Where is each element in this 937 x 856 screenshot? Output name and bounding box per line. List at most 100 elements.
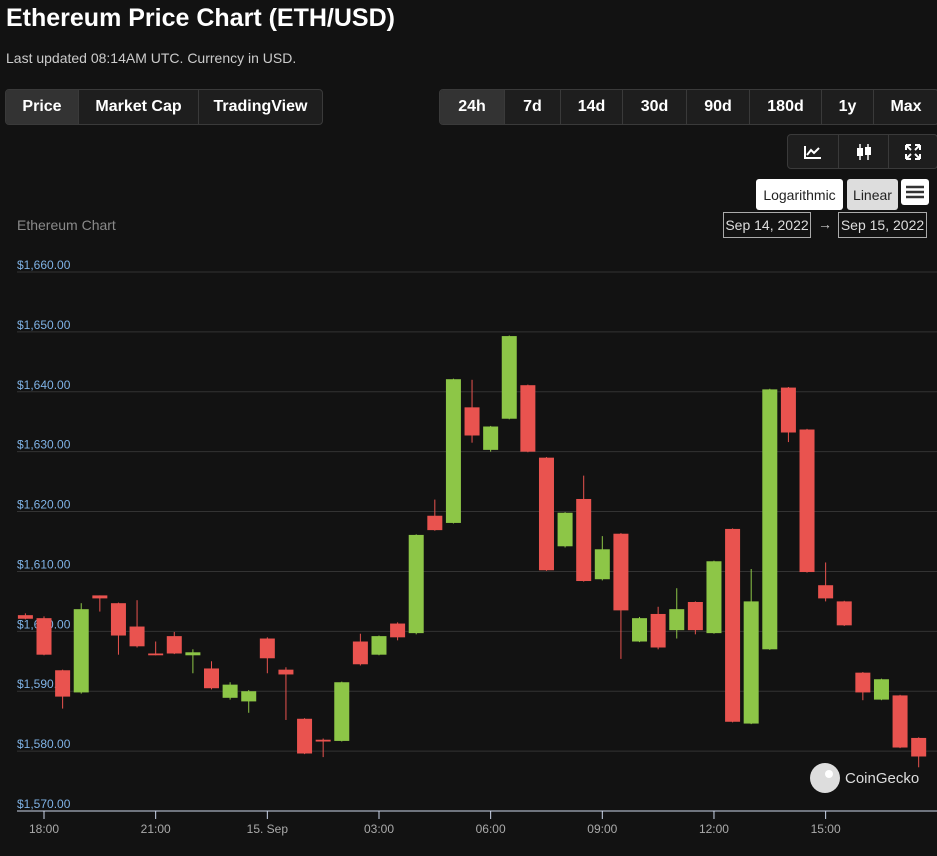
menu-button[interactable] (901, 179, 929, 205)
tab[interactable]: Price (6, 90, 78, 124)
candle-body (241, 691, 257, 702)
candle (129, 600, 145, 648)
candle-body (166, 636, 182, 654)
candle (278, 667, 294, 720)
candle-body (73, 609, 89, 693)
page-title: Ethereum Price Chart (ETH/USD) (6, 4, 395, 32)
range-button[interactable]: 90d (686, 90, 749, 124)
candle-body (557, 512, 573, 547)
candle (445, 378, 461, 524)
y-tick-label: $1,610.00 (17, 557, 71, 571)
candle (315, 738, 331, 758)
candle-body (55, 670, 71, 697)
candle-icon (856, 143, 871, 160)
candle-body (464, 407, 480, 436)
candle-body (576, 498, 592, 582)
range-button[interactable]: 180d (749, 90, 821, 124)
candle (73, 603, 89, 694)
candle (557, 512, 573, 548)
candle-body (706, 561, 722, 634)
candle-body (390, 623, 406, 638)
candle (334, 681, 350, 742)
candle (427, 499, 443, 531)
date-from[interactable]: Sep 14, 2022 (723, 212, 811, 238)
candle-body (352, 641, 368, 665)
candle-body (669, 609, 685, 631)
candle (166, 631, 182, 655)
candle-body (204, 668, 219, 689)
fullscreen-button[interactable] (888, 135, 937, 168)
candle (204, 661, 219, 690)
candle-chart-button[interactable] (838, 135, 888, 168)
range-button[interactable]: Max (873, 90, 937, 124)
menu-icon (906, 185, 924, 199)
range-button[interactable]: 30d (622, 90, 686, 124)
candle (390, 622, 406, 641)
candle (613, 533, 629, 659)
range-button[interactable]: 24h (440, 90, 504, 124)
x-tick-label: 12:00 (699, 822, 729, 836)
candle-body (892, 695, 908, 748)
candle-body (36, 618, 52, 655)
candle-body (92, 595, 108, 599)
candle (743, 569, 759, 725)
candle (594, 536, 610, 581)
subtitle: Last updated 08:14AM UTC. Currency in US… (6, 50, 297, 66)
candle (892, 694, 908, 749)
y-tick-label: $1,620.00 (17, 498, 71, 512)
candle (55, 669, 71, 709)
x-tick-label: 09:00 (587, 822, 617, 836)
linear-scale-button[interactable]: Linear (847, 179, 898, 210)
candle (818, 562, 834, 602)
candle (725, 528, 741, 723)
tab[interactable]: TradingView (198, 90, 322, 124)
candle (241, 690, 257, 713)
candle-body (911, 737, 927, 757)
candle (36, 616, 52, 656)
x-tick-label: 15:00 (811, 822, 841, 836)
candle-body (725, 528, 741, 722)
candle-body (445, 379, 461, 523)
candle-body (780, 387, 796, 433)
range-button[interactable]: 7d (504, 90, 560, 124)
candle (836, 600, 852, 626)
log-scale-button[interactable]: Logarithmic (756, 179, 843, 210)
range-button[interactable]: 14d (560, 90, 622, 124)
y-tick-label: $1,650.00 (17, 318, 71, 332)
candle-body (650, 613, 666, 648)
candle (371, 635, 387, 656)
y-tick-label: $1,660.00 (17, 258, 71, 272)
candle (92, 595, 108, 612)
candle-body (743, 601, 759, 724)
tab[interactable]: Market Cap (78, 90, 198, 124)
candle-body (315, 739, 331, 742)
candle (520, 384, 536, 453)
candle (259, 637, 275, 674)
date-to[interactable]: Sep 15, 2022 (838, 212, 927, 238)
candle (297, 718, 313, 755)
tab-bar: Price Market Cap TradingView (5, 89, 323, 125)
candle-body (483, 426, 499, 450)
y-tick-label: $1,580.00 (17, 737, 71, 751)
x-tick-label: 06:00 (476, 822, 506, 836)
x-tick-label: 03:00 (364, 822, 394, 836)
candle-body (501, 336, 517, 419)
candle (110, 602, 126, 655)
line-chart-button[interactable] (788, 135, 838, 168)
candle (17, 613, 33, 620)
candle (352, 633, 368, 666)
candle (464, 379, 480, 443)
candle (576, 475, 592, 582)
date-arrow: → (818, 216, 832, 232)
range-button[interactable]: 1y (821, 90, 873, 124)
candle-body (687, 601, 703, 631)
candle (780, 386, 796, 443)
candle (687, 601, 703, 635)
candle (650, 606, 666, 650)
candle-body (818, 585, 834, 599)
candle (706, 560, 722, 634)
candle-body (17, 615, 33, 619)
candle-body (297, 718, 313, 754)
candle-body (129, 626, 145, 647)
